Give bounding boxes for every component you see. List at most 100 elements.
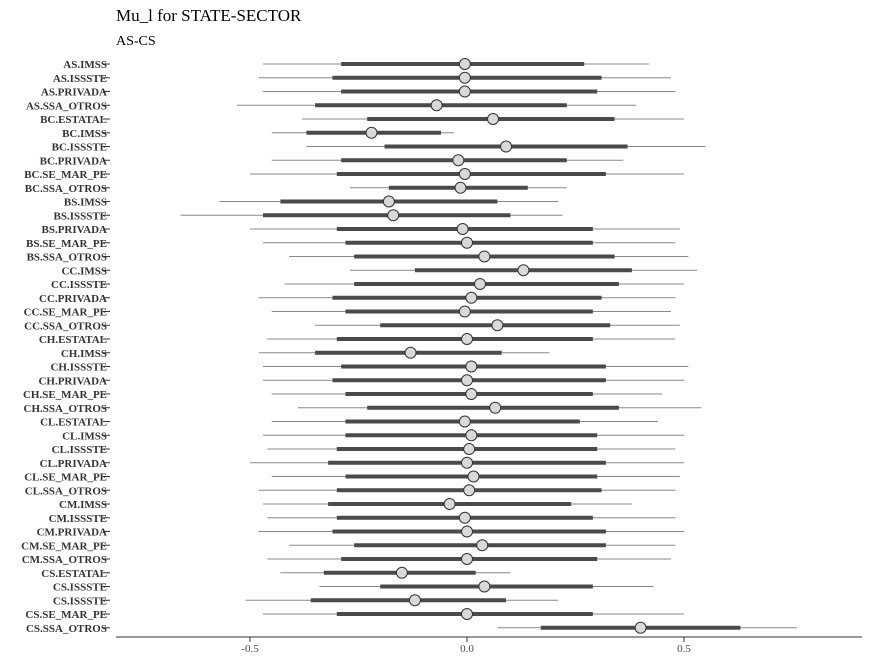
point-estimate bbox=[458, 511, 471, 524]
point-estimate bbox=[458, 58, 471, 70]
point-estimate bbox=[458, 415, 471, 428]
row-label: CH.PRIVADA bbox=[38, 375, 107, 387]
point-estimate bbox=[474, 278, 487, 290]
forest-row: CL.IMSS bbox=[62, 429, 684, 442]
point-estimate bbox=[463, 484, 476, 497]
row-label: CL.SSA_OTROS bbox=[25, 485, 107, 497]
point-estimate bbox=[458, 85, 471, 98]
row-label: CM.PRIVADA bbox=[37, 527, 107, 539]
row-label: CC.IMSS bbox=[61, 265, 107, 277]
forest-row: CH.IMSS bbox=[61, 346, 550, 360]
point-estimate bbox=[430, 99, 443, 112]
point-estimate bbox=[454, 181, 467, 194]
row-label: CH.ESTATAL bbox=[39, 334, 107, 346]
forest-row: CC.SSA_OTROS bbox=[24, 319, 680, 332]
row-label: CM.SSA_OTROS bbox=[22, 554, 107, 566]
row-label: CC.SE_MAR_PE bbox=[24, 307, 107, 319]
forest-row: CL.SE_MAR_PE bbox=[24, 470, 680, 484]
forest-row: CS.ESTATAL bbox=[41, 566, 511, 580]
x-tick-label: -0.5 bbox=[241, 643, 259, 655]
point-estimate bbox=[461, 525, 473, 538]
forest-row: CM.ISSSTE bbox=[49, 511, 676, 525]
point-estimate bbox=[463, 443, 476, 455]
forest-row: BS.SSA_OTROS bbox=[27, 250, 689, 264]
row-label: CL.PRIVADA bbox=[40, 458, 107, 470]
point-estimate bbox=[458, 168, 471, 180]
forest-row: CL.ISSSTE bbox=[52, 443, 676, 456]
point-estimate bbox=[461, 553, 473, 565]
forest-row: AS.SSA_OTROS bbox=[26, 99, 637, 112]
point-estimate bbox=[461, 333, 473, 345]
row-label: CS.SSA_OTROS bbox=[26, 623, 107, 635]
forest-row: CS.SSA_OTROS bbox=[26, 621, 797, 635]
forest-row: CM.PRIVADA bbox=[37, 525, 684, 539]
forest-row: AS.PRIVADA bbox=[41, 85, 676, 99]
forest-row: CH.ESTATAL bbox=[39, 333, 676, 346]
row-label: CC.ISSSTE bbox=[51, 279, 107, 291]
forest-row: BC.ISSSTE bbox=[52, 140, 706, 154]
point-estimate bbox=[404, 346, 417, 359]
point-estimate bbox=[500, 140, 513, 153]
point-estimate bbox=[476, 539, 489, 552]
row-label: CH.IMSS bbox=[61, 348, 107, 360]
row-label: BS.ISSSTE bbox=[53, 210, 107, 222]
point-estimate bbox=[517, 264, 530, 277]
point-estimate bbox=[465, 388, 478, 400]
point-estimate bbox=[465, 429, 478, 442]
row-label: CS.SE_MAR_PE bbox=[25, 609, 107, 621]
point-estimate bbox=[443, 498, 456, 510]
chart-subtitle: AS-CS bbox=[116, 34, 156, 49]
row-label: CL.IMSS bbox=[62, 430, 107, 442]
row-label: CH.SE_MAR_PE bbox=[23, 389, 107, 401]
row-label: CC.SSA_OTROS bbox=[24, 320, 107, 332]
row-label: CL.ISSSTE bbox=[52, 444, 107, 456]
row-label: CL.SE_MAR_PE bbox=[24, 472, 107, 484]
row-label: CH.SSA_OTROS bbox=[24, 403, 107, 415]
forest-row: CH.SSA_OTROS bbox=[24, 401, 702, 415]
row-label: CS.ISSSTE bbox=[53, 582, 107, 594]
forest-row: BS.IMSS bbox=[64, 195, 559, 209]
forest-row: CC.PRIVADA bbox=[39, 291, 676, 305]
forest-row: BS.ISSSTE bbox=[53, 209, 563, 222]
point-estimate bbox=[365, 126, 378, 139]
forest-row: BC.SE_MAR_PE bbox=[24, 168, 684, 181]
row-label: BS.SE_MAR_PE bbox=[26, 238, 107, 250]
x-tick-label: 0.5 bbox=[677, 643, 691, 655]
point-estimate bbox=[489, 401, 502, 414]
point-estimate bbox=[458, 305, 471, 318]
point-estimate bbox=[408, 594, 421, 607]
chart-title: Mu_l for STATE-SECTOR bbox=[116, 6, 302, 25]
forest-row: CH.SE_MAR_PE bbox=[23, 388, 663, 401]
row-label: BC.ISSSTE bbox=[52, 142, 107, 154]
forest-row: CS.SE_MAR_PE bbox=[25, 608, 684, 621]
row-label: AS.IMSS bbox=[63, 59, 107, 71]
point-estimate bbox=[465, 291, 478, 304]
point-estimate bbox=[467, 470, 480, 483]
point-estimate bbox=[461, 236, 473, 249]
forest-row: CS.ISSSTE bbox=[53, 580, 654, 594]
row-label: CM.IMSS bbox=[59, 499, 107, 511]
row-label: BS.PRIVADA bbox=[41, 224, 107, 236]
point-estimate bbox=[461, 374, 473, 387]
point-estimate bbox=[491, 319, 504, 332]
point-estimate bbox=[458, 71, 471, 84]
point-estimate bbox=[382, 195, 395, 208]
row-label: AS.SSA_OTROS bbox=[26, 100, 107, 112]
point-estimate bbox=[395, 566, 408, 579]
forest-row: CH.PRIVADA bbox=[38, 374, 684, 387]
point-estimate bbox=[487, 113, 500, 125]
forest-row: BC.SSA_OTROS bbox=[25, 181, 567, 195]
x-tick-label: 0.0 bbox=[460, 643, 474, 655]
forest-row: BC.PRIVADA bbox=[40, 154, 624, 167]
row-label: BC.ESTATAL bbox=[40, 114, 107, 126]
row-label: CM.ISSSTE bbox=[49, 513, 107, 525]
row-label: CM.SE_MAR_PE bbox=[21, 540, 107, 552]
row-label: CH.ISSSTE bbox=[50, 362, 107, 374]
row-label: BS.IMSS bbox=[64, 197, 107, 209]
point-estimate bbox=[452, 154, 465, 167]
row-label: BC.IMSS bbox=[62, 128, 107, 140]
forest-row: BS.PRIVADA bbox=[41, 223, 680, 236]
point-estimate bbox=[461, 456, 473, 469]
